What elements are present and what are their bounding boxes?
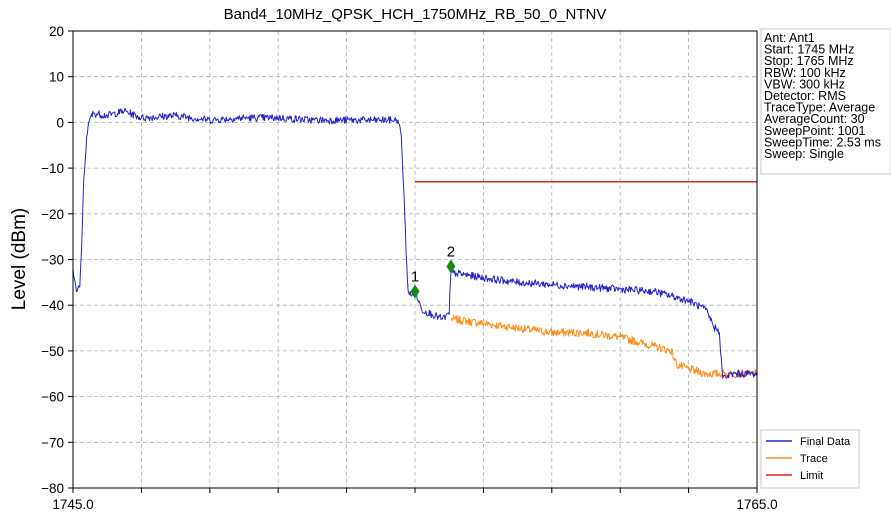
marker-2-diamond xyxy=(446,259,456,274)
y-axis-ticks: 20 10 0 −10 −20 −30 −40 −50 −60 −70 −80 xyxy=(41,24,73,496)
series-trace-line xyxy=(450,314,758,379)
legend-label: Final Data xyxy=(800,436,851,448)
x-tick-label-start: 1745.0 xyxy=(52,497,93,512)
grid xyxy=(72,30,758,489)
y-tick-label: −20 xyxy=(41,207,64,222)
marker-layer: 12 xyxy=(410,243,456,299)
y-tick-label: 10 xyxy=(49,70,64,85)
y-tick-label: −80 xyxy=(41,481,64,496)
y-tick-label: 0 xyxy=(56,115,64,130)
info-line: RBW: 100 kHz xyxy=(764,66,846,80)
info-line: Stop: 1765 MHz xyxy=(764,54,854,68)
info-line: SweepTime: 2.53 ms xyxy=(764,135,881,149)
x-axis-ticks: 1745.0 1765.0 xyxy=(52,488,778,512)
y-tick-label: 20 xyxy=(49,24,64,39)
legend-frame xyxy=(760,429,860,489)
legend: Final Data Trace Limit xyxy=(760,429,860,489)
info-line: Start: 1745 MHz xyxy=(764,43,854,57)
info-line: TraceType: Average xyxy=(764,101,875,115)
chart-title: Band4_10MHz_QPSK_HCH_1750MHz_RB_50_0_NTN… xyxy=(224,6,607,23)
y-axis-label: Level (dBm) xyxy=(9,208,30,310)
x-tick-label-end: 1765.0 xyxy=(736,497,777,512)
info-line: VBW: 300 kHz xyxy=(764,77,845,91)
info-line: SweepPoint: 1001 xyxy=(764,124,866,138)
y-tick-label: −50 xyxy=(41,344,64,359)
y-tick-label: −60 xyxy=(41,390,64,405)
info-box-frame xyxy=(760,28,891,175)
info-line: AverageCount: 30 xyxy=(764,112,865,126)
legend-label: Trace xyxy=(800,453,828,465)
y-tick-label: −70 xyxy=(41,435,64,450)
info-line: Ant: Ant1 xyxy=(764,31,815,45)
legend-label: Limit xyxy=(800,470,823,482)
y-tick-label: −10 xyxy=(41,161,64,176)
y-tick-label: −40 xyxy=(41,298,64,313)
marker-1-label: 1 xyxy=(411,268,419,285)
y-tick-label: −30 xyxy=(41,253,64,268)
marker-1-diamond xyxy=(410,284,420,299)
info-line: Sweep: Single xyxy=(764,147,844,161)
info-line: Detector: RMS xyxy=(764,89,846,103)
marker-2-label: 2 xyxy=(447,243,455,260)
